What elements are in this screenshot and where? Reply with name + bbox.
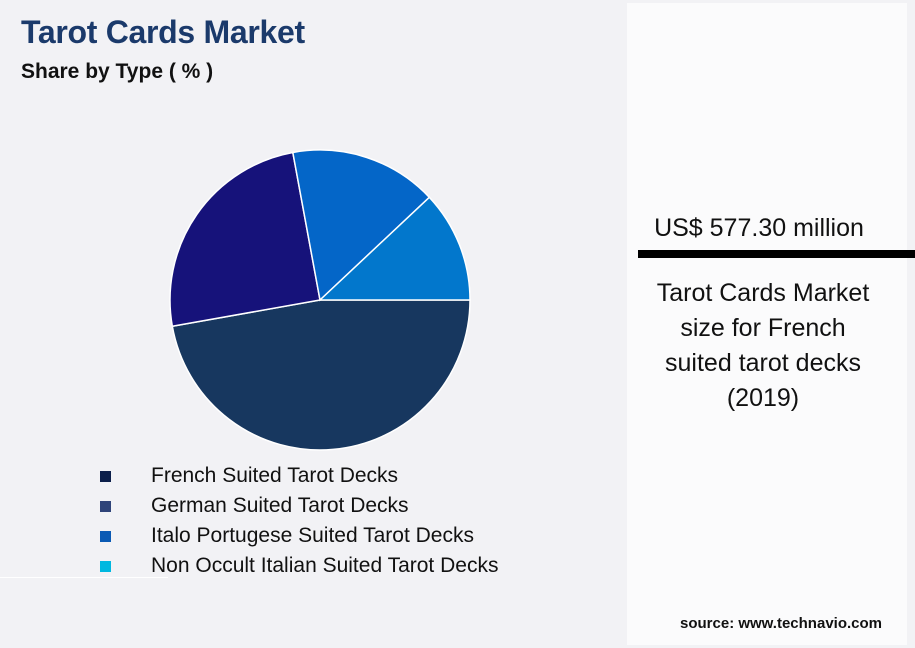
pie-slice — [318, 196, 471, 301]
chart-legend: French Suited Tarot Decks German Suited … — [100, 461, 498, 581]
legend-swatch-icon — [100, 500, 111, 512]
kpi-description: Tarot Cards Market size for French suite… — [656, 279, 870, 412]
legend-swatch-icon — [100, 530, 111, 542]
legend-label: German Suited Tarot Decks — [151, 494, 409, 517]
chart-subtitle: Share by Type ( % ) — [21, 60, 214, 83]
kpi-value: US$ 577.30 million — [654, 214, 864, 242]
legend-label: Italo Portugese Suited Tarot Decks — [151, 524, 474, 547]
kpi-divider — [638, 250, 915, 258]
legend-label: French Suited Tarot Decks — [151, 464, 399, 487]
legend-item-french: French Suited Tarot Decks — [100, 461, 498, 491]
legend-item-italo-portugese: Italo Portugese Suited Tarot Decks — [100, 521, 498, 551]
kpi-panel — [627, 3, 907, 645]
pie-slice — [171, 299, 471, 451]
divider — [0, 577, 168, 578]
legend-swatch-icon — [100, 470, 111, 482]
chart-title: Tarot Cards Market — [21, 14, 305, 50]
legend-item-non-occult-italian: Non Occult Italian Suited Tarot Decks — [100, 551, 498, 581]
source-text: source: www.technavio.com — [680, 615, 882, 632]
pie-slice — [169, 151, 321, 328]
legend-item-german: German Suited Tarot Decks — [100, 491, 498, 521]
pie-slice — [291, 149, 431, 302]
pie-chart — [169, 149, 471, 451]
legend-swatch-icon — [100, 560, 111, 572]
legend-label: Non Occult Italian Suited Tarot Decks — [151, 554, 499, 577]
